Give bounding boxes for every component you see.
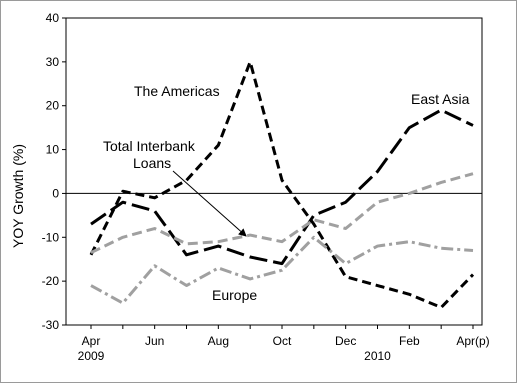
series-line-total-interbank-loans <box>90 172 474 254</box>
series-line-the-americas <box>89 60 475 309</box>
x-year-label: 2009 <box>78 349 105 363</box>
y-tick-label: -20 <box>42 274 60 288</box>
y-tick-label: -10 <box>42 230 60 244</box>
annotation-total-interbank-line1: Total Interbank <box>103 138 196 154</box>
y-tick-label: 0 <box>52 186 59 200</box>
annotation-total-interbank-line2: Loans <box>133 155 171 171</box>
series-line-europe <box>90 235 474 305</box>
plot-area <box>65 17 483 326</box>
x-tick-label: Apr <box>82 334 101 348</box>
x-year-label: 2010 <box>364 349 391 363</box>
x-axis: Apr Jun Aug Oct Dec Feb Apr(p) 2009 2010 <box>78 325 490 363</box>
y-axis-title: YOY Growth (%) <box>10 144 26 248</box>
y-axis: -30 -20 -10 0 10 20 30 40 <box>42 11 66 332</box>
x-tick-label: Aug <box>208 334 229 348</box>
plot-border <box>65 17 483 326</box>
series-group <box>89 60 475 309</box>
y-tick-label: -30 <box>42 318 60 332</box>
x-tick-label: Oct <box>273 334 292 348</box>
annotation-europe: Europe <box>212 287 257 303</box>
y-tick-label: 10 <box>46 143 60 157</box>
series-line-east-asia <box>90 108 474 266</box>
y-tick-label: 30 <box>46 55 60 69</box>
annotation-the-americas: The Americas <box>134 83 220 99</box>
annotation-arrow <box>172 170 247 237</box>
x-tick-label: Dec <box>335 334 356 348</box>
x-tick-label: Jun <box>145 334 164 348</box>
x-tick-label: Apr(p) <box>456 334 489 348</box>
y-tick-label: 20 <box>46 99 60 113</box>
y-tick-label: 40 <box>46 11 60 25</box>
x-tick-label: Feb <box>399 334 420 348</box>
annotation-east-asia: East Asia <box>411 91 470 107</box>
